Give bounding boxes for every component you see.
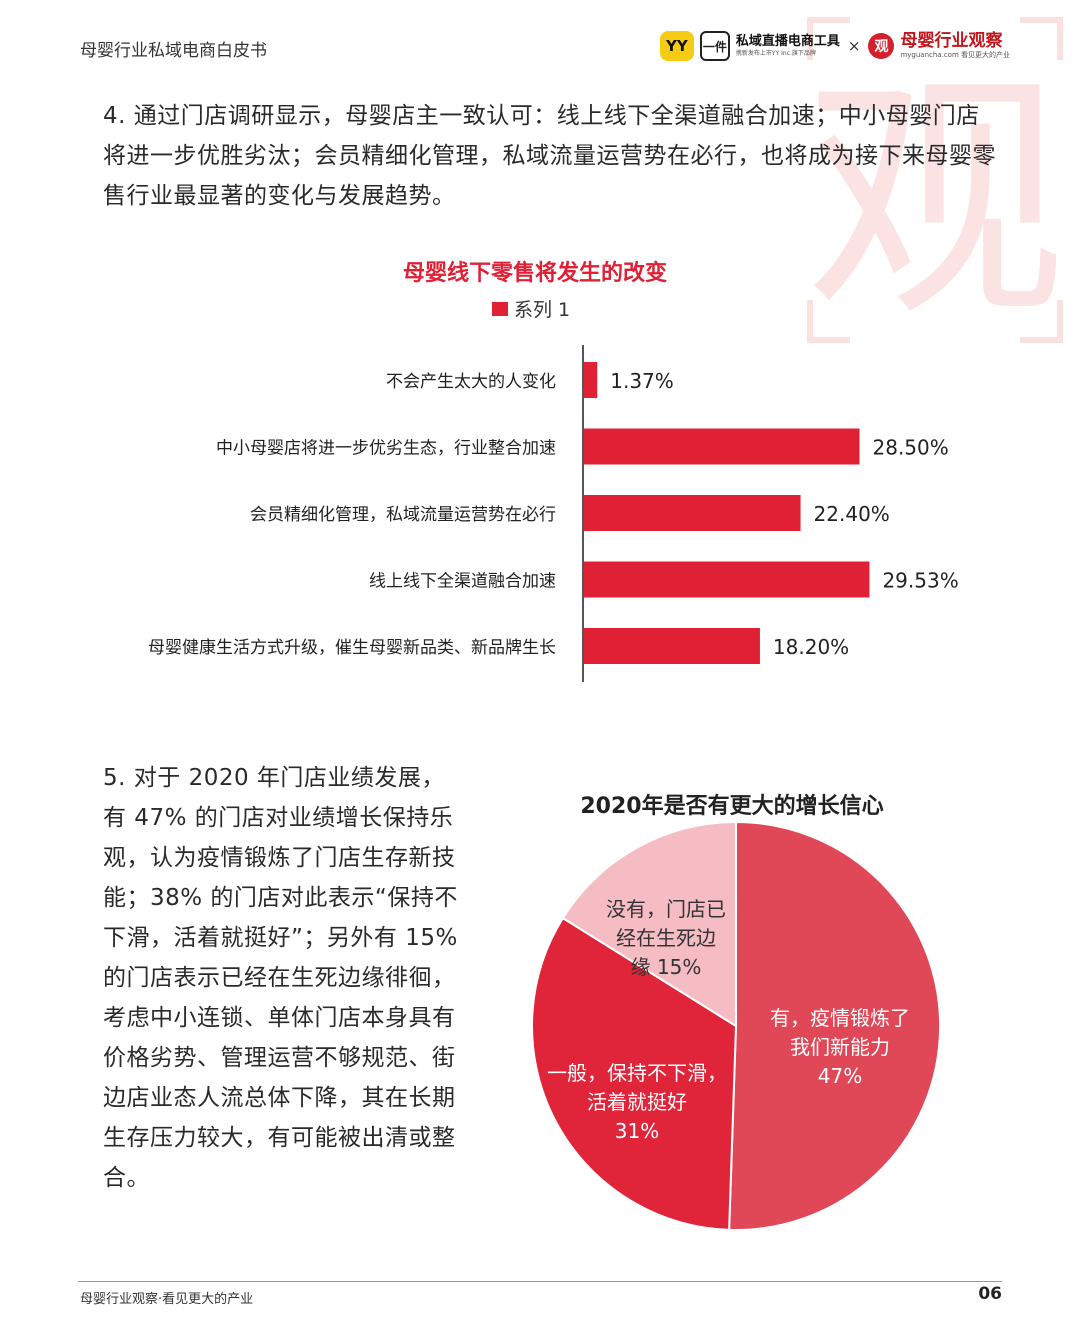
document-title: 母婴行业私域电商白皮书 xyxy=(80,41,267,61)
collab-x: × xyxy=(847,37,861,55)
bar-category-label: 中小母婴店将进一步优劣生态，行业整合加速 xyxy=(216,439,556,459)
bar-category-label: 会员精细化管理，私域流量运营势在必行 xyxy=(250,505,556,525)
bar-value-label: 28.50% xyxy=(873,436,949,460)
bar xyxy=(584,428,860,465)
muying-logo-icon: 观 xyxy=(868,33,895,59)
legend-label: 系列 1 xyxy=(514,299,570,321)
bar-value-label: 22.40% xyxy=(814,502,890,526)
muying-brand-sub: myguancha.com 看见更大的产业 xyxy=(900,51,1010,59)
paragraph-5: 5. 对于 2020 年门店业绩发展，有 47% 的门店对业绩增长保持乐观，认为… xyxy=(103,765,458,1191)
watermark-frame xyxy=(807,17,1063,343)
bar-value-label: 18.20% xyxy=(773,635,849,659)
pie-slice xyxy=(561,820,737,1028)
bar-value-label: 1.37% xyxy=(610,369,674,393)
watermark-graphic: 观 xyxy=(805,17,1065,352)
footer-divider xyxy=(78,1281,1002,1282)
legend-swatch xyxy=(492,302,508,316)
bar-category-label: 不会产生太大的人变化 xyxy=(386,372,556,392)
muying-brand-main: 母婴行业观察 xyxy=(900,31,1003,51)
yijian-logo: 一件 xyxy=(699,31,730,61)
watermark-character: 观 xyxy=(805,50,1065,352)
bar xyxy=(584,561,870,598)
bar xyxy=(584,628,760,664)
muying-brand-text: 母婴行业观察 myguancha.com 看见更大的产业 xyxy=(900,33,1010,59)
bar xyxy=(584,362,598,398)
brand-sub-text: 携新发布上市YY Inc.旗下品牌 xyxy=(735,50,816,57)
pie-slice-label: 一般，保持不下滑，活着就挺好 31% xyxy=(547,1061,727,1143)
page-number: 06 xyxy=(978,1284,1002,1304)
bar-value-label: 29.53% xyxy=(882,569,958,593)
pie-slice xyxy=(531,916,738,1230)
bar-chart-title: 母婴线下零售将发生的改变 xyxy=(403,260,667,286)
brand-main-text: 私域直播电商工具 xyxy=(735,34,840,49)
footer-text: 母婴行业观察·看见更大的产业 xyxy=(80,1292,254,1307)
header-logos: YY 一件 私域直播电商工具 携新发布上市YY Inc.旗下品牌 × 观 母婴行… xyxy=(659,28,1010,64)
bar xyxy=(584,495,801,531)
yy-logo: YY xyxy=(659,31,694,61)
brand-tool-text: 私域直播电商工具 携新发布上市YY Inc.旗下品牌 xyxy=(736,35,840,57)
pie-chart-title: 2020年是否有更大的增长信心 xyxy=(580,793,883,819)
pie-slice-label: 有，疫情锻炼了我们新能力 47% xyxy=(770,1006,910,1088)
paragraph-4: 4. 通过门店调研显示，母婴店主一致认可：线上线下全渠道融合加速；中小母婴门店将… xyxy=(103,103,996,209)
pie-slice-label: 没有，门店已经在生死边缘 15% xyxy=(606,897,726,979)
pie-slice xyxy=(728,820,942,1230)
bar-category-label: 母婴健康生活方式升级，催生母婴新品类、新品牌生长 xyxy=(148,638,556,658)
bar-category-label: 线上线下全渠道融合加速 xyxy=(369,572,556,592)
